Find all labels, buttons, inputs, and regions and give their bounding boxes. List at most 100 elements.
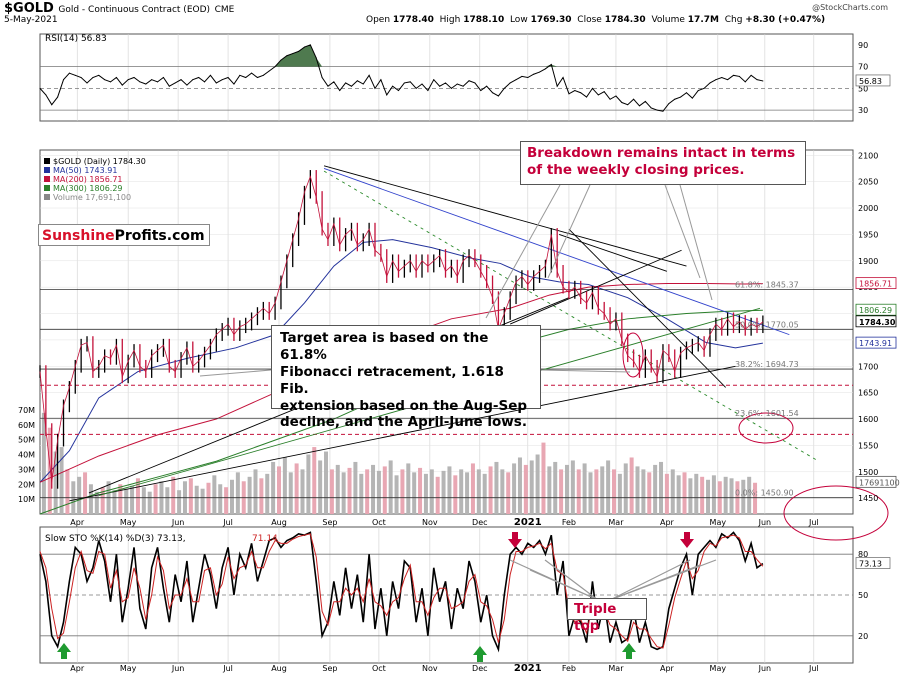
price-value-tag — [855, 315, 897, 328]
volume-bar — [570, 460, 575, 514]
volume-bar — [165, 487, 170, 514]
target-callout-line-3: extension based on the Aug-Sep — [280, 397, 528, 414]
volume-bar — [676, 475, 681, 514]
red-down-arrow-icon — [680, 532, 694, 548]
volume-bar — [418, 467, 423, 514]
volume-bar — [594, 469, 599, 514]
volume-bar — [559, 469, 564, 514]
volume-bar — [194, 485, 199, 514]
rsi-point — [685, 92, 687, 94]
rsi-point — [750, 74, 752, 76]
volume-bar — [517, 457, 522, 514]
volume-bar — [623, 463, 628, 514]
volume-bar — [65, 469, 70, 514]
volume-bar — [218, 484, 223, 514]
rsi-point — [380, 79, 382, 81]
volume-bar — [523, 464, 528, 514]
fibonacci-label: 0.0%: 1450.90 — [735, 489, 794, 498]
x-tick-label: Feb — [562, 518, 576, 527]
x-tick-label: Jul — [222, 664, 233, 673]
x-tick-label: Dec — [472, 518, 487, 527]
volume-bar — [494, 461, 499, 514]
volume-bar — [247, 476, 252, 514]
rsi-point — [521, 75, 523, 77]
rsi-point — [145, 83, 147, 85]
callout-pointer — [199, 369, 272, 377]
rsi-point — [609, 98, 611, 100]
trendline — [558, 233, 668, 272]
volume-bar — [306, 454, 311, 514]
x-tick-label: Apr — [70, 664, 85, 673]
x-tick-label: May — [710, 518, 727, 527]
rsi-point — [298, 50, 300, 52]
volume-bar — [423, 473, 428, 514]
rsi-point — [262, 74, 264, 76]
rsi-point — [715, 79, 717, 81]
rsi-point — [292, 53, 294, 55]
x-tick-label: Nov — [422, 518, 438, 527]
volume-bar — [653, 464, 658, 514]
price-y-tick-label: 1650 — [858, 389, 878, 398]
rsi-point — [527, 77, 529, 78]
rsi-point — [368, 74, 370, 76]
rsi-point — [456, 83, 458, 85]
volume-bar — [206, 482, 211, 514]
volume-bar — [617, 473, 622, 514]
axis-labels: Apr Apr May May Jun Jun Jul Jul Aug Aug Sep Sep Oct O… — [18, 34, 900, 673]
rsi-panel-frame — [39, 33, 854, 122]
volume-bar — [470, 463, 475, 514]
volume-bar — [723, 476, 728, 514]
rsi-point — [74, 74, 76, 76]
volume-bar — [53, 451, 58, 514]
rsi-point — [180, 79, 182, 81]
rsi-point — [703, 87, 705, 89]
volume-bar — [700, 476, 705, 514]
volume-bar — [59, 447, 64, 514]
volume-y-tick-label: 40M — [18, 451, 35, 460]
volume-bar — [376, 470, 381, 514]
volume-bar — [124, 488, 129, 514]
price-y-tick-label: 1900 — [858, 257, 878, 266]
volume-bar — [312, 447, 317, 514]
sto-value-tag — [855, 557, 891, 569]
volume-bar — [229, 479, 234, 514]
volume-bar — [200, 488, 205, 514]
price-series — [39, 170, 764, 489]
volume-bar — [482, 473, 487, 514]
volume-bar — [288, 472, 293, 514]
volume-bar — [635, 466, 640, 514]
rsi-point — [691, 97, 693, 99]
volume-bar — [506, 472, 511, 514]
rsi-point — [556, 85, 558, 87]
volume-bar — [435, 476, 440, 514]
volume-bar — [177, 490, 182, 514]
low-value: 1769.30 — [530, 15, 572, 25]
rsi-point — [533, 73, 535, 75]
symbol-description: Gold - Continuous Contract (EOD) — [58, 5, 211, 15]
rsi-point — [115, 77, 117, 78]
legend-entry: Volume 17,691,100 — [53, 193, 131, 202]
volume-bar — [670, 469, 675, 514]
volume-bar — [253, 469, 258, 514]
rsi-point — [656, 109, 658, 111]
rsi-point — [57, 96, 59, 98]
volume-bar — [324, 451, 329, 514]
volume-bar — [711, 475, 716, 514]
legend-entry: $GOLD (Daily) 1784.30 — [53, 157, 146, 166]
x-tick-label: Aug — [271, 518, 287, 527]
high-label: High — [439, 15, 461, 25]
rsi-point — [327, 85, 329, 87]
rsi-line — [39, 44, 763, 112]
volume-bar — [341, 472, 346, 514]
rsi-point — [539, 71, 541, 73]
rsi-point — [574, 90, 576, 92]
price-y-tick-label: 1550 — [858, 441, 878, 450]
sto-y-tick-label: 50 — [858, 591, 868, 600]
rsi-point — [562, 77, 564, 78]
volume-bar — [382, 466, 387, 514]
rsi-point — [133, 77, 135, 78]
copyright-label: @StockCharts.com — [812, 3, 888, 12]
volume-bar — [41, 412, 46, 514]
rsi-point — [198, 77, 200, 78]
rsi-point — [409, 81, 411, 83]
